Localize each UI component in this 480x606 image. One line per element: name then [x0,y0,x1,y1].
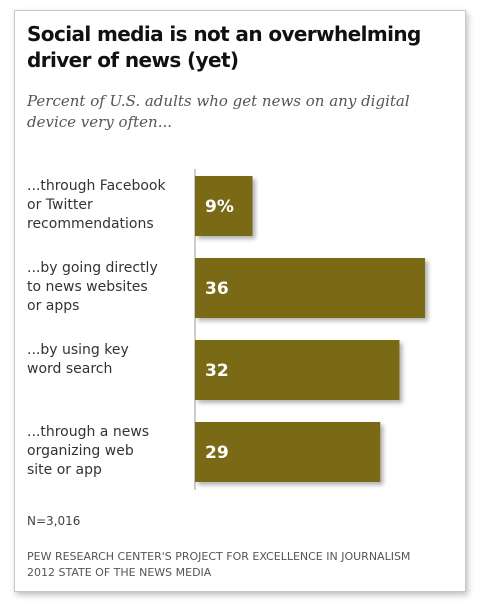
bar-1 [195,258,425,318]
source-line-1: PEW RESEARCH CENTER'S PROJECT FOR EXCELL… [27,550,411,563]
bar-value-label-0: 9% [205,197,234,217]
bar-value-label-1: 36 [205,279,229,299]
category-label-line: or Twitter [27,197,93,213]
category-label-line: ...through a news [27,424,149,440]
category-label-line: site or app [27,462,102,478]
bar-2 [195,340,400,400]
category-label-1: ...by going directly to news websites or a… [27,260,158,314]
category-label-line: ...by going directly [27,260,158,276]
source-line-2: 2012 STATE OF THE NEWS MEDIA [27,566,212,579]
category-label-2: ...by using key word search [27,342,129,377]
category-label-line: ...through Facebook [27,178,166,194]
bar-value-label-3: 29 [205,443,229,463]
category-label-0: ...through Facebook or Twitter recommendat… [27,178,166,232]
sample-size-note: N=3,016 [27,514,81,528]
bar-0 [195,176,253,236]
chart-subtitle: Percent of U.S. adults who get news on a… [27,92,410,131]
bar-value-label-2: 32 [205,361,229,381]
category-label-line: or apps [27,298,79,314]
bar-chart: 9% ...through Facebook or Twitter recommend… [27,169,425,490]
category-label-line: recommendations [27,216,154,232]
category-label-line: to news websites [27,279,148,295]
category-label-line: word search [27,361,112,377]
bar-3 [195,422,381,482]
source-credit: PEW RESEARCH CENTER'S PROJECT FOR EXCELL… [27,549,462,581]
category-label-3: ...through a news organizing web site or a… [27,424,149,478]
category-label-line: organizing web [27,443,134,459]
chart-card: Social media is not an overwhelming driv… [14,10,466,592]
category-label-line: ...by using key [27,342,129,358]
chart-title: Social media is not an overwhelming driv… [27,22,421,72]
